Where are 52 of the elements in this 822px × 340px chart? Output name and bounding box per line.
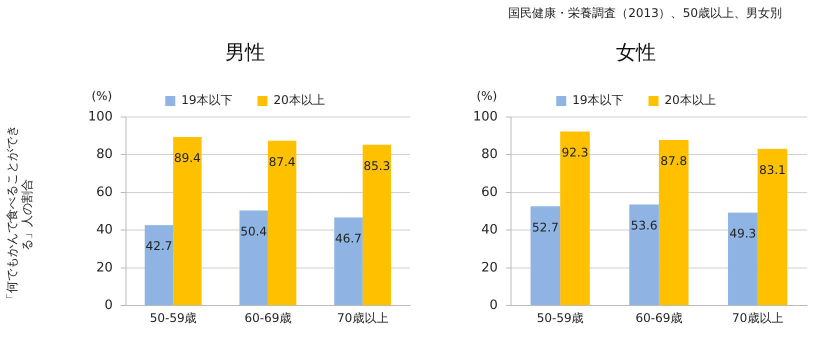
- data-label: 46.7: [335, 232, 362, 246]
- bar: [173, 136, 202, 306]
- y-tick-label: 0: [104, 298, 113, 313]
- chart-title: 女性: [616, 40, 656, 64]
- y-tick-label: 60: [481, 184, 498, 200]
- data-label: 85.3: [363, 158, 390, 173]
- data-label: 92.3: [562, 146, 588, 160]
- data-label: 49.3: [729, 226, 756, 241]
- y-tick-label: 100: [88, 109, 113, 124]
- bar: [362, 144, 392, 306]
- y-tick-label: 40: [481, 222, 498, 238]
- data-label: 87.8: [660, 154, 688, 168]
- x-tick-label: 50-59歳: [150, 310, 197, 325]
- x-tick-label: 60-69歳: [635, 310, 682, 325]
- x-tick-label: 50-59歳: [536, 310, 584, 325]
- bar: [530, 206, 560, 306]
- legend-label: 20本以上: [664, 93, 716, 108]
- bar: [239, 210, 268, 306]
- x-tick-label: 70歳以上: [732, 310, 784, 325]
- data-label: 87.4: [268, 154, 296, 169]
- data-label: 83.1: [759, 163, 786, 177]
- x-tick-label: 70歳以上: [336, 310, 388, 325]
- y-tick-label: 80: [96, 147, 113, 162]
- y-axis-title: 「何でもかんで食べることができる」人の割合: [5, 124, 35, 307]
- bar: [629, 204, 659, 306]
- y-tick-label: 80: [481, 147, 498, 162]
- bar: [334, 218, 363, 306]
- y-tick-label: 40: [96, 222, 113, 238]
- y-tick-label: 100: [472, 109, 498, 124]
- text: (%): [476, 89, 498, 104]
- bar: [144, 225, 174, 306]
- y-tick-label: 60: [96, 184, 113, 200]
- legend-label: 20本以上: [274, 93, 325, 108]
- text: (%): [91, 89, 112, 104]
- data-label: 53.6: [630, 218, 658, 233]
- legend-label: 19本以下: [181, 93, 233, 108]
- bar: [728, 212, 758, 306]
- data-label: 52.7: [532, 220, 559, 234]
- data-label: 50.4: [240, 224, 268, 239]
- legend-label: 19本以下: [572, 93, 624, 108]
- bar: [758, 148, 788, 306]
- bar: [268, 140, 296, 306]
- bar: [560, 132, 590, 306]
- bar: [658, 140, 689, 306]
- y-tick-label: 0: [490, 298, 498, 313]
- x-tick-label: 60-69歳: [244, 310, 292, 325]
- text: 国民健康・栄養調査（2013）、50歳以上、男女別: [508, 6, 782, 20]
- y-tick-label: 20: [481, 260, 498, 276]
- chart-title: 男性: [225, 40, 265, 64]
- data-label: 42.7: [146, 239, 172, 254]
- y-tick-label: 20: [96, 260, 113, 276]
- data-label: 89.4: [174, 151, 201, 166]
